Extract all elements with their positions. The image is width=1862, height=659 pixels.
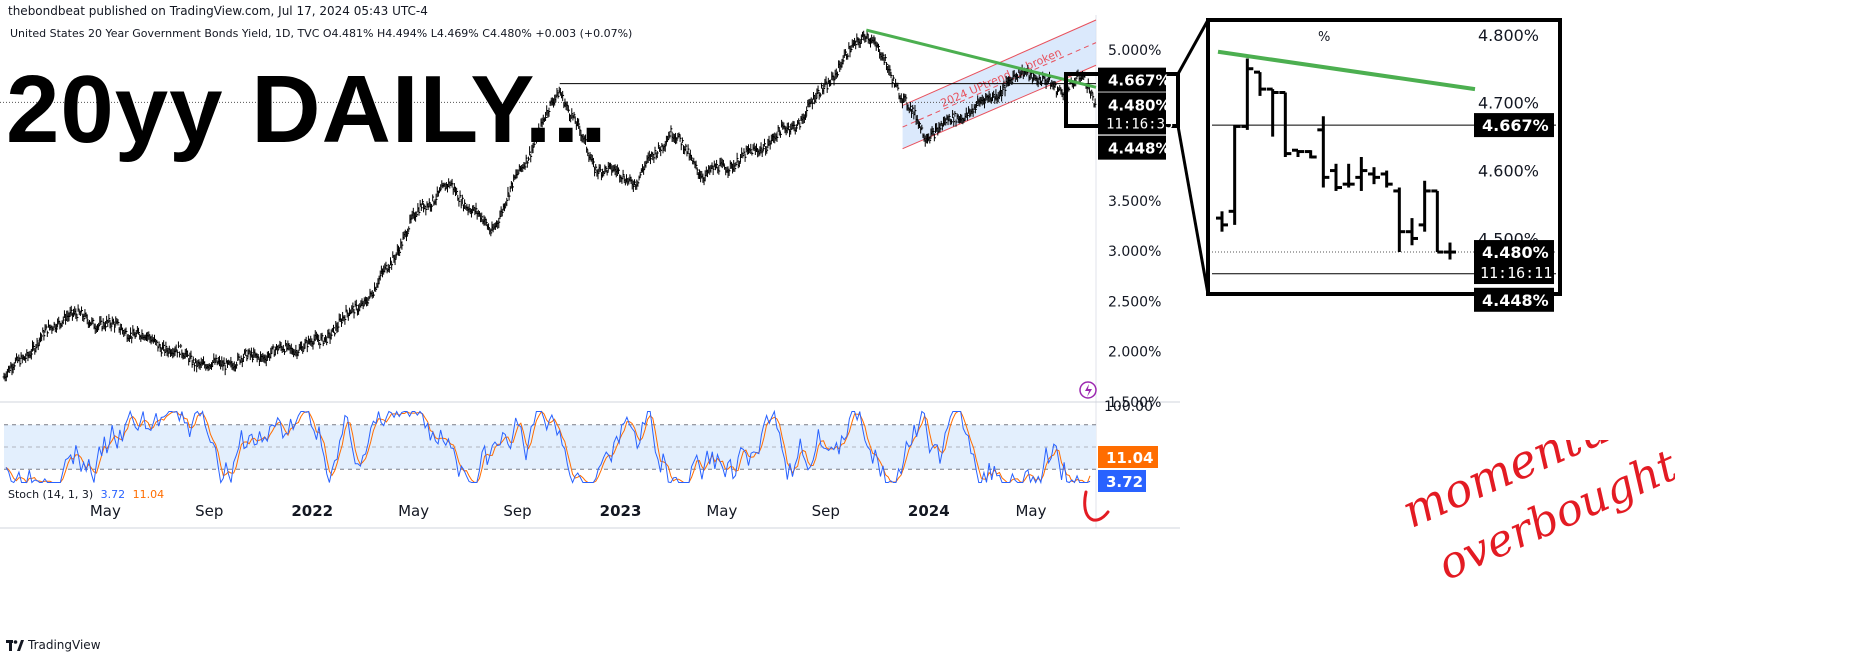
inset-countdown: 11:16:11 — [1480, 264, 1552, 282]
inset-level-tag: 4.448% — [1482, 291, 1549, 310]
inset-tick-label: 4.700% — [1478, 94, 1539, 113]
time-tick-label: May — [706, 502, 737, 520]
downtrend-line — [865, 28, 1097, 89]
uptrend-channel — [902, 20, 1096, 149]
handwritten-note: momentum overbought... — [1395, 440, 1675, 591]
zoom-connector — [1176, 125, 1210, 295]
stoch-d-tag: 11.04 — [1106, 449, 1153, 467]
time-tick-label: Sep — [812, 502, 840, 520]
price-tick-label: 3.000% — [1108, 244, 1161, 260]
time-tick-label: May — [398, 502, 429, 520]
inset-tick-label: 4.800% — [1478, 26, 1539, 45]
time-tick-label: Sep — [195, 502, 223, 520]
channel-mid-line — [902, 42, 1097, 128]
time-tick-label: 2023 — [600, 502, 642, 520]
ink-hook-mark — [1083, 490, 1110, 522]
time-tick-label: May — [90, 502, 121, 520]
zoom-connector — [1176, 19, 1210, 75]
inset-level-tag-bg — [1474, 287, 1554, 312]
last-price-tag-bg — [1098, 92, 1166, 135]
inset-last-price-tag: 4.480% — [1482, 243, 1549, 262]
level-price-tag: 4.448% — [1108, 140, 1170, 158]
zoom-inset: 4.800%4.700%4.600%4.500%4.667%4.480%11:1… — [1206, 18, 1562, 312]
price-tick-label: 2.000% — [1108, 345, 1161, 361]
level-price-tag-bg — [1098, 67, 1166, 92]
stoch-tick-label: 100.00 — [1104, 399, 1153, 415]
inset-last-price-tag-bg — [1474, 240, 1554, 285]
lightning-glyph — [1085, 384, 1092, 397]
stoch-k-tag-bg — [1098, 470, 1146, 492]
price-tick-label: 1.500% — [1108, 395, 1161, 411]
stoch-d-value: 11.04 — [132, 488, 165, 501]
inset-level-tag-bg — [1474, 113, 1554, 138]
stoch-d-tag-bg — [1098, 446, 1158, 468]
level-price-tag-bg — [1098, 135, 1166, 160]
price-tick-label: 5.000% — [1108, 43, 1161, 59]
bar-countdown: 11:16:35 — [1106, 116, 1173, 132]
time-tick-label: 2022 — [291, 502, 333, 520]
time-tick-label: May — [1015, 502, 1046, 520]
stoch-d-line — [5, 410, 1091, 484]
symbol-legend: United States 20 Year Government Bonds Y… — [10, 27, 633, 40]
stoch-k-value: 3.72 — [100, 488, 126, 501]
tradingview-logo-icon — [6, 639, 24, 651]
time-tick-label: Sep — [503, 502, 531, 520]
inset-downtrend-line — [1217, 49, 1476, 92]
inset-level-tag: 4.667% — [1482, 116, 1549, 135]
tradingview-branding: TradingView — [6, 638, 101, 652]
time-tick-label: 2024 — [908, 502, 950, 520]
stoch-k-line — [5, 409, 1091, 485]
last-price-tag: 4.480% — [1108, 96, 1170, 114]
stochastic-pane: 100.00 11.04 3.72 — [4, 399, 1158, 522]
price-tick-label: 2.500% — [1108, 294, 1161, 310]
publisher-line: thebondbeat published on TradingView.com… — [8, 4, 428, 18]
price-tick-label: 3.500% — [1108, 194, 1161, 210]
stochastic-label: Stoch (14, 1, 3) — [8, 488, 94, 501]
stoch-k-tag: 3.72 — [1106, 473, 1143, 491]
branding-text: TradingView — [28, 638, 101, 652]
inset-tick-label: 4.600% — [1478, 162, 1539, 181]
percent-unit-label: % — [1318, 30, 1331, 45]
alert-lightning-icon — [1079, 381, 1097, 399]
level-price-tag: 4.667% — [1108, 72, 1170, 90]
price-pane: 5.000%4.500%4.000%3.500%3.000%2.500%2.00… — [0, 15, 1210, 529]
stochastic-legend: Stoch (14, 1, 3) 3.72 11.04 — [8, 488, 164, 501]
headline-title: 20yy DAILY... — [6, 56, 608, 163]
